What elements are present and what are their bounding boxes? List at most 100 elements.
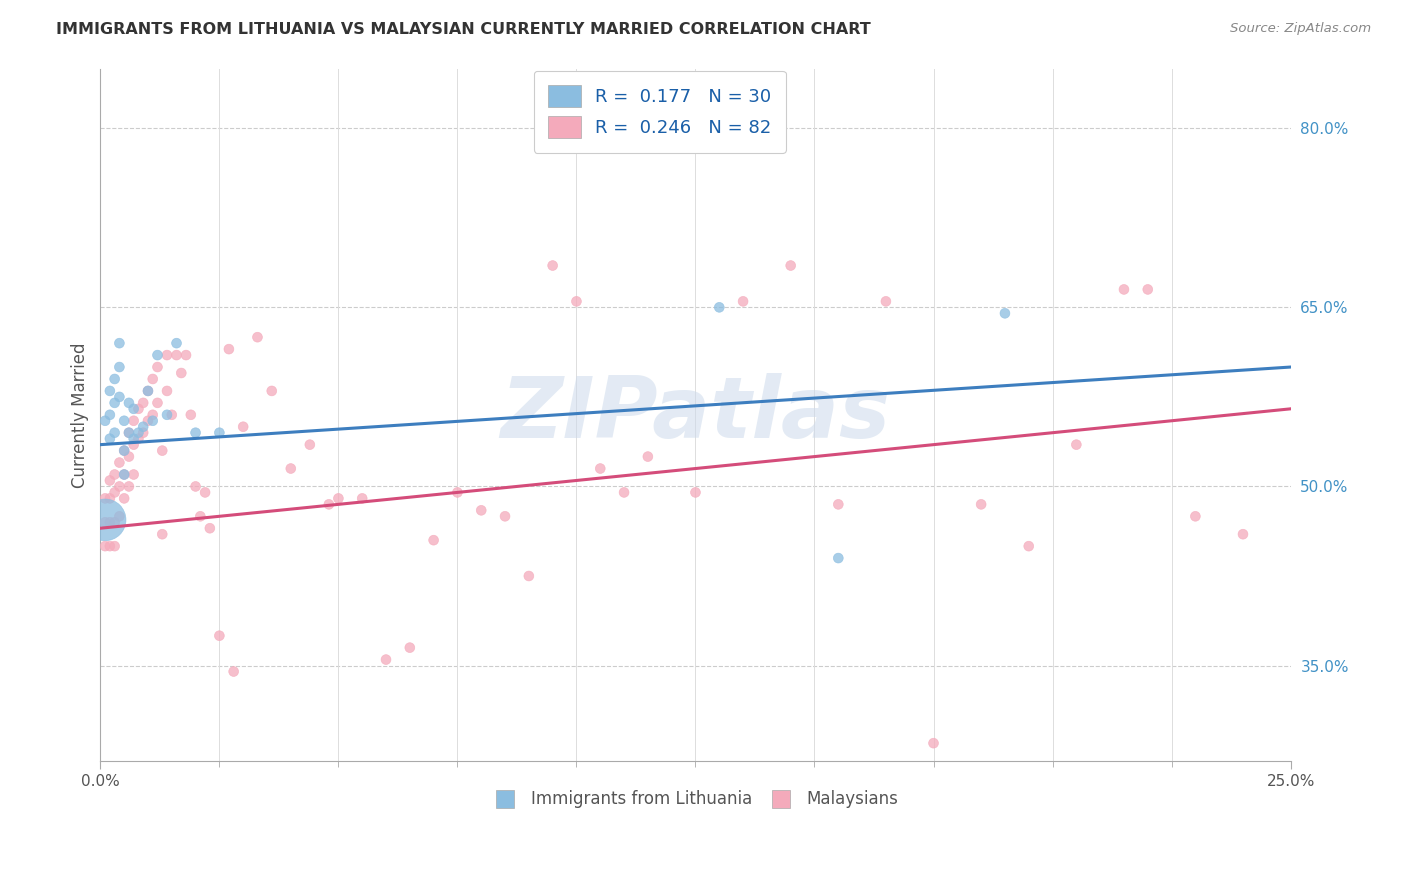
Point — [709, 301, 731, 315]
Point — [280, 461, 302, 475]
Point — [98, 515, 121, 529]
Point — [246, 330, 269, 344]
Point — [517, 569, 540, 583]
Point — [827, 497, 849, 511]
Point — [146, 348, 169, 362]
Text: IMMIGRANTS FROM LITHUANIA VS MALAYSIAN CURRENTLY MARRIED CORRELATION CHART: IMMIGRANTS FROM LITHUANIA VS MALAYSIAN C… — [56, 22, 870, 37]
Point — [142, 414, 165, 428]
Point — [108, 509, 131, 524]
Point — [1018, 539, 1040, 553]
Point — [136, 384, 159, 398]
Point — [156, 408, 179, 422]
Point — [875, 294, 897, 309]
Point — [470, 503, 492, 517]
Point — [112, 467, 135, 482]
Point — [142, 372, 165, 386]
Point — [98, 432, 121, 446]
Point — [146, 359, 169, 374]
Point — [156, 384, 179, 398]
Point — [1112, 282, 1135, 296]
Point — [98, 491, 121, 506]
Point — [222, 665, 245, 679]
Point — [685, 485, 707, 500]
Point — [150, 443, 173, 458]
Point — [1066, 437, 1088, 451]
Point — [174, 348, 197, 362]
Point — [104, 515, 127, 529]
Legend: Immigrants from Lithuania, Malaysians: Immigrants from Lithuania, Malaysians — [485, 784, 905, 815]
Point — [494, 509, 516, 524]
Point — [565, 294, 588, 309]
Point — [232, 419, 254, 434]
Point — [589, 461, 612, 475]
Point — [104, 485, 127, 500]
Point — [104, 372, 127, 386]
Point — [1232, 527, 1254, 541]
Point — [260, 384, 283, 398]
Point — [150, 527, 173, 541]
Point — [98, 384, 121, 398]
Point — [156, 348, 179, 362]
Point — [127, 401, 149, 416]
Point — [375, 652, 398, 666]
Point — [733, 294, 755, 309]
Point — [994, 306, 1017, 320]
Point — [112, 414, 135, 428]
Point — [94, 539, 117, 553]
Point — [122, 401, 145, 416]
Point — [446, 485, 468, 500]
Point — [112, 491, 135, 506]
Point — [118, 450, 141, 464]
Point — [108, 359, 131, 374]
Point — [108, 336, 131, 351]
Point — [98, 539, 121, 553]
Point — [398, 640, 420, 655]
Point — [166, 336, 188, 351]
Point — [112, 443, 135, 458]
Point — [970, 497, 993, 511]
Point — [827, 551, 849, 566]
Point — [922, 736, 945, 750]
Point — [208, 629, 231, 643]
Point — [1184, 509, 1206, 524]
Point — [541, 259, 564, 273]
Point — [127, 425, 149, 440]
Point — [198, 521, 221, 535]
Point — [613, 485, 636, 500]
Point — [112, 467, 135, 482]
Point — [136, 414, 159, 428]
Point — [98, 408, 121, 422]
Point — [146, 396, 169, 410]
Point — [104, 539, 127, 553]
Point — [142, 408, 165, 422]
Point — [184, 479, 207, 493]
Point — [122, 437, 145, 451]
Point — [136, 384, 159, 398]
Point — [637, 450, 659, 464]
Point — [132, 396, 155, 410]
Y-axis label: Currently Married: Currently Married — [72, 342, 89, 488]
Point — [122, 414, 145, 428]
Point — [166, 348, 188, 362]
Point — [422, 533, 444, 548]
Point — [94, 491, 117, 506]
Point — [127, 432, 149, 446]
Point — [779, 259, 801, 273]
Point — [132, 425, 155, 440]
Point — [118, 479, 141, 493]
Point — [352, 491, 374, 506]
Point — [170, 366, 193, 380]
Point — [104, 467, 127, 482]
Point — [104, 396, 127, 410]
Point — [122, 467, 145, 482]
Point — [298, 437, 321, 451]
Point — [328, 491, 350, 506]
Point — [188, 509, 211, 524]
Point — [104, 425, 127, 440]
Point — [1136, 282, 1159, 296]
Point — [194, 485, 217, 500]
Point — [218, 342, 240, 356]
Point — [180, 408, 202, 422]
Text: ZIPatlas: ZIPatlas — [501, 373, 890, 457]
Point — [208, 425, 231, 440]
